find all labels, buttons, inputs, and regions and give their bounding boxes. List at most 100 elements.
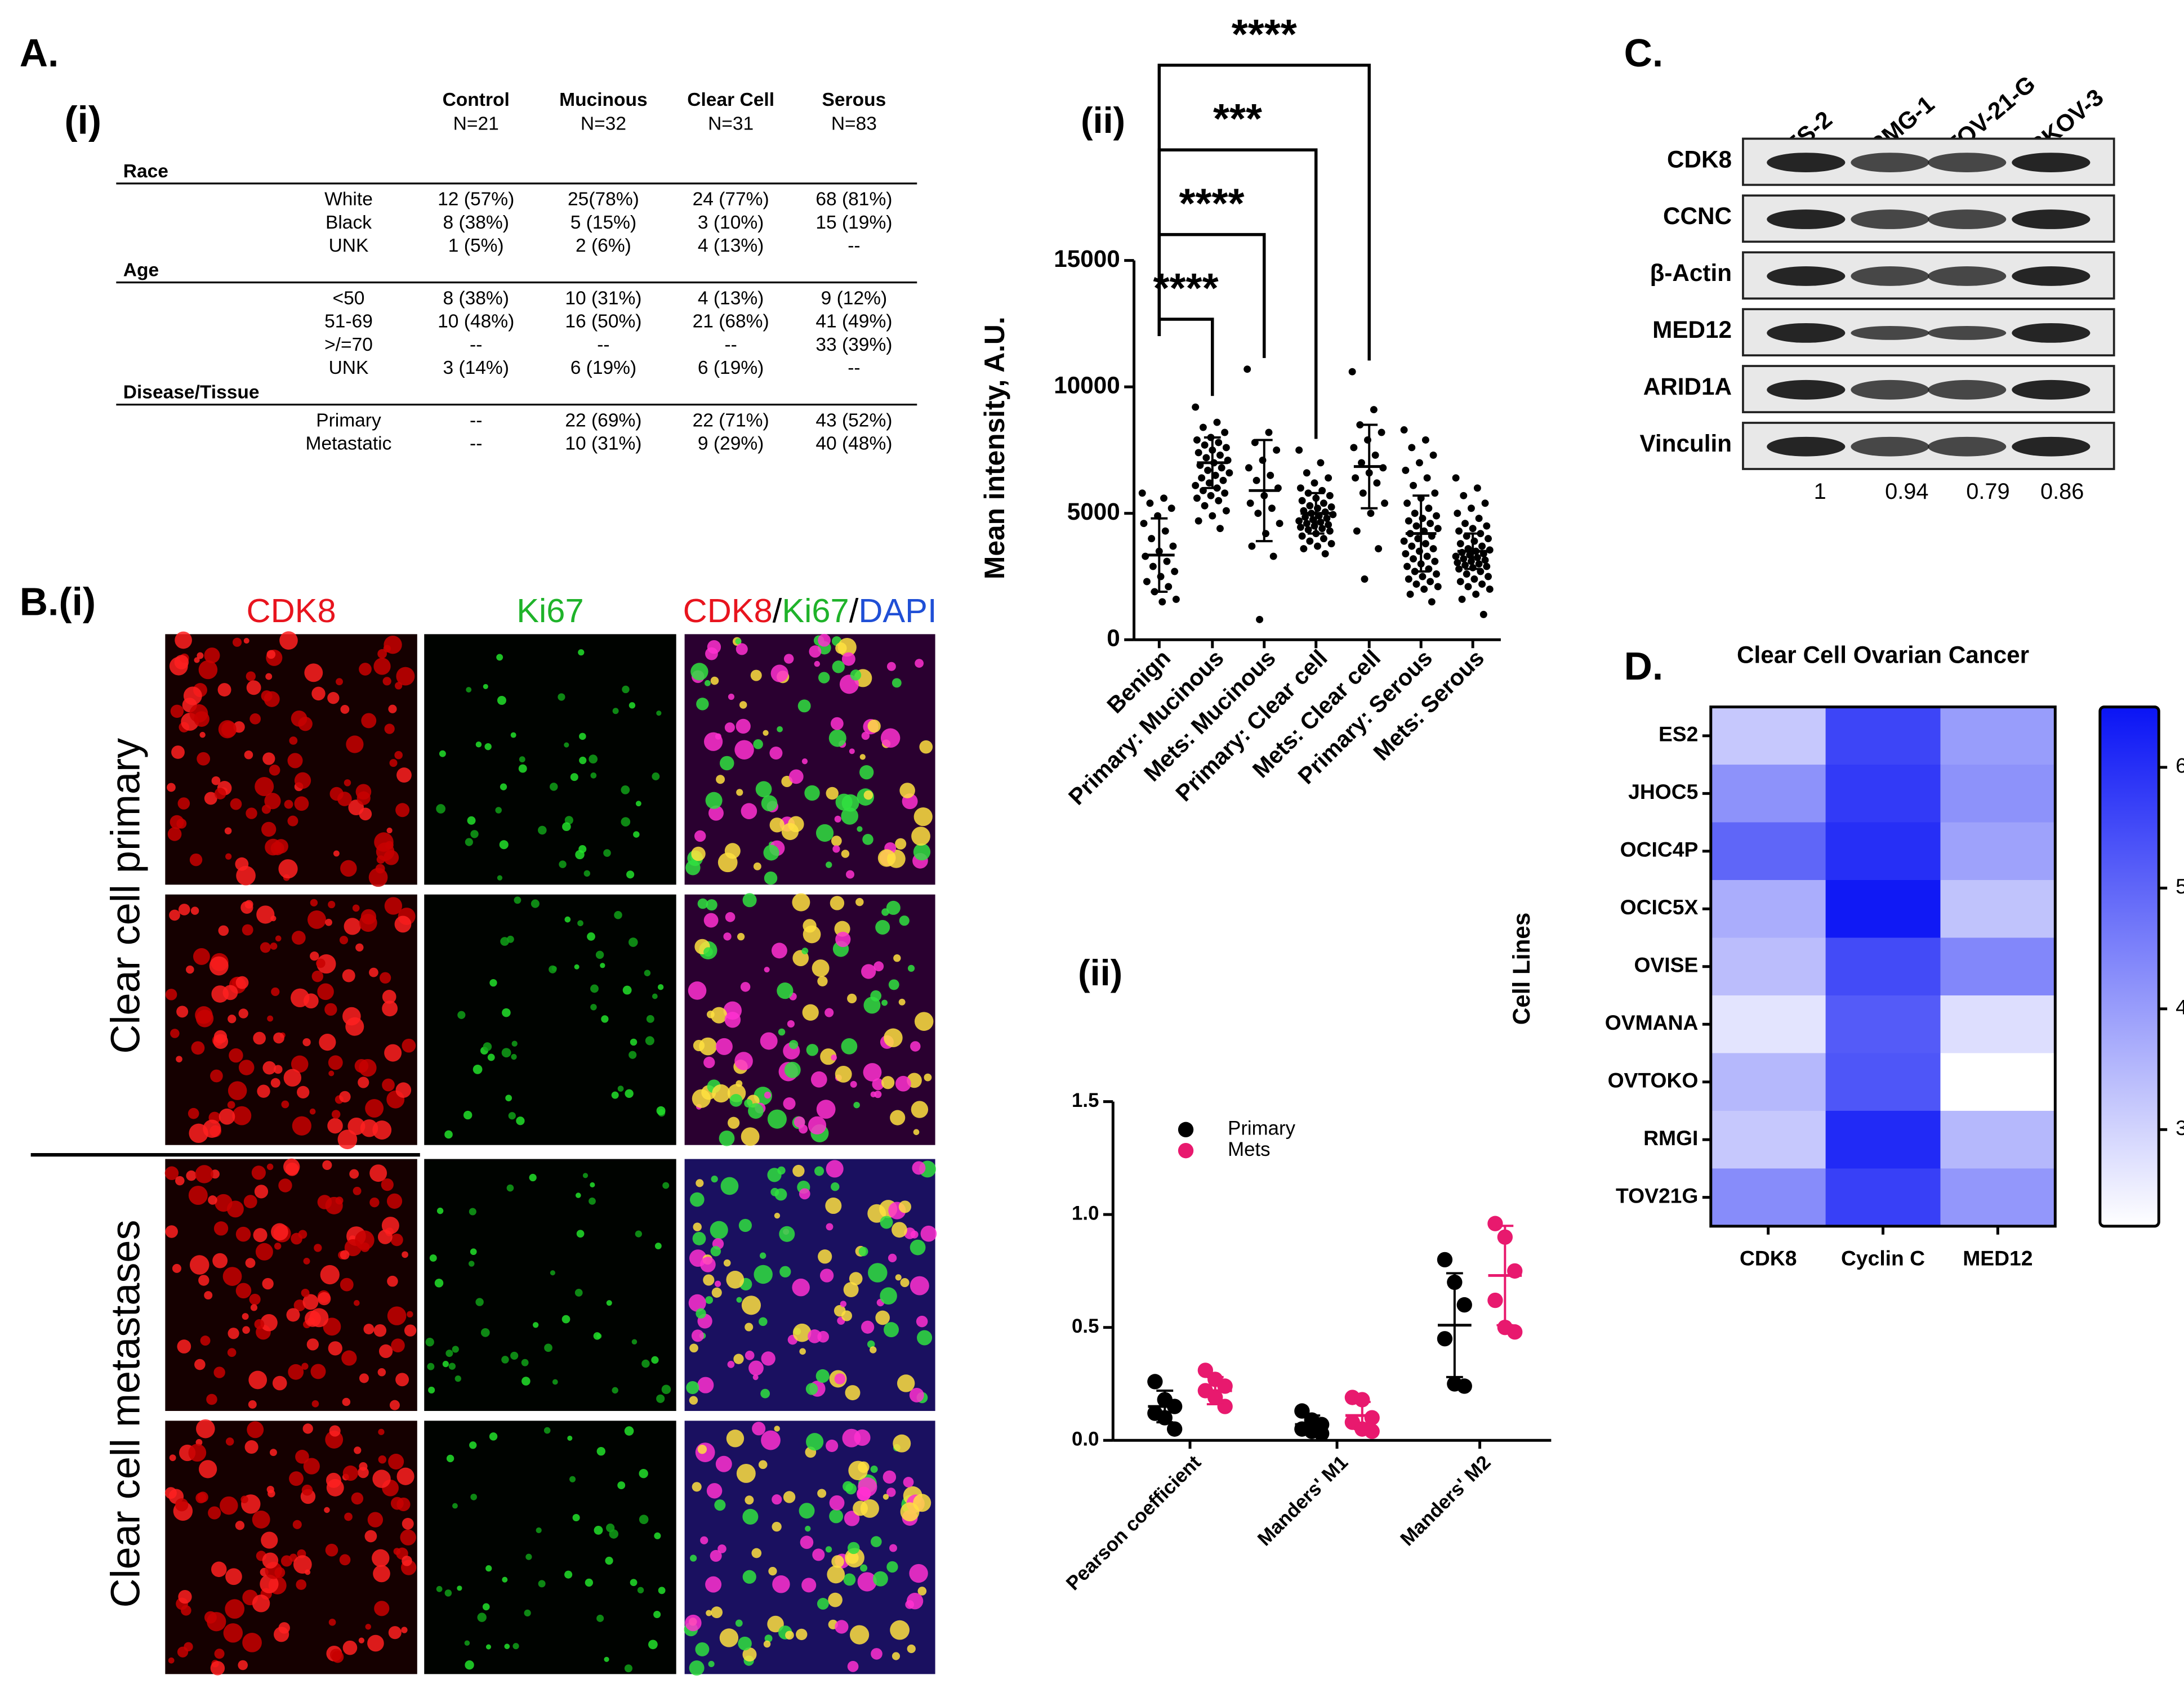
micrograph-speck bbox=[561, 1315, 570, 1324]
micrograph-speck bbox=[735, 638, 742, 645]
micrograph-speck bbox=[750, 669, 762, 681]
micrograph-speck bbox=[763, 730, 769, 736]
micrograph-speck bbox=[691, 1329, 704, 1342]
micrograph-speck bbox=[917, 1330, 933, 1346]
protein-label: ARID1A bbox=[1643, 373, 1732, 400]
cell: -- bbox=[470, 334, 482, 355]
data-point bbox=[1478, 580, 1486, 588]
micrograph-speck bbox=[651, 1356, 659, 1364]
micrograph-speck bbox=[470, 830, 479, 838]
micrograph-speck bbox=[396, 767, 412, 783]
micrograph-speck bbox=[522, 1377, 531, 1386]
micrograph-speck bbox=[690, 663, 708, 681]
micrograph-speck bbox=[727, 1361, 735, 1368]
micrograph-speck bbox=[275, 935, 282, 942]
data-point bbox=[1458, 595, 1466, 603]
micrograph-speck bbox=[654, 1243, 662, 1249]
micrograph-speck bbox=[577, 920, 583, 927]
data-point bbox=[1408, 542, 1416, 550]
row-label: TOV21G bbox=[1616, 1183, 1698, 1207]
micrograph-speck bbox=[867, 1340, 875, 1348]
data-point bbox=[1361, 575, 1369, 583]
micrograph-speck bbox=[283, 1069, 302, 1087]
micrograph-speck bbox=[696, 1308, 706, 1319]
micrograph-speck bbox=[799, 1348, 806, 1355]
micrograph-speck bbox=[562, 822, 571, 832]
micrograph-speck bbox=[832, 660, 845, 673]
micrograph-speck bbox=[621, 785, 630, 794]
data-point bbox=[1403, 499, 1411, 507]
micrograph-speck bbox=[880, 728, 901, 748]
micrograph-speck bbox=[501, 1356, 509, 1364]
micrograph-speck bbox=[477, 1612, 487, 1622]
data-point bbox=[1327, 540, 1335, 548]
micrograph-speck bbox=[232, 1106, 252, 1125]
micrograph-speck bbox=[319, 1034, 336, 1051]
protein-label: β-Actin bbox=[1650, 260, 1732, 286]
micrograph-speck bbox=[826, 861, 832, 868]
micrograph-speck bbox=[907, 964, 915, 972]
micrograph-speck bbox=[806, 1433, 824, 1451]
micrograph-speck bbox=[637, 1587, 644, 1594]
micrograph bbox=[684, 893, 935, 1146]
micrograph-speck bbox=[327, 1118, 343, 1134]
cell: 12 (57%) bbox=[438, 189, 514, 210]
micrograph-speck bbox=[781, 823, 799, 841]
micrograph-speck bbox=[736, 643, 748, 655]
panel-label: B.(i) bbox=[20, 580, 96, 624]
column-header: Serous bbox=[822, 90, 886, 110]
micrograph-speck bbox=[736, 789, 743, 796]
micrograph-speck bbox=[197, 752, 211, 766]
micrograph-speck bbox=[482, 1603, 490, 1611]
group-header: Race bbox=[123, 161, 168, 182]
micrograph-speck bbox=[719, 1628, 739, 1647]
micrograph-speck bbox=[170, 704, 184, 718]
micrograph-speck bbox=[206, 1393, 217, 1405]
micrograph-speck bbox=[242, 1326, 250, 1334]
micrograph-speck bbox=[210, 1661, 225, 1676]
micrograph-speck bbox=[711, 1175, 718, 1183]
micrograph-speck bbox=[578, 649, 585, 656]
micrograph-speck bbox=[841, 652, 855, 666]
data-point bbox=[1254, 510, 1262, 517]
micrograph-speck bbox=[724, 1012, 741, 1028]
data-point bbox=[1475, 560, 1483, 568]
micrograph-speck bbox=[377, 1368, 386, 1377]
panel-label: (i) bbox=[64, 98, 101, 142]
micrograph-speck bbox=[311, 686, 326, 701]
micrograph-speck bbox=[236, 865, 256, 886]
micrograph-speck bbox=[716, 775, 725, 784]
micrograph-speck bbox=[741, 1296, 761, 1315]
micrograph-speck bbox=[596, 1614, 604, 1622]
micrograph-speck bbox=[284, 799, 293, 809]
micrograph-speck bbox=[199, 731, 206, 738]
micrograph-speck bbox=[764, 967, 770, 973]
data-point bbox=[1267, 471, 1274, 479]
micrograph-speck bbox=[624, 1664, 632, 1673]
micrograph-speck bbox=[228, 1081, 247, 1100]
data-point bbox=[1423, 474, 1431, 482]
micrograph-speck bbox=[587, 932, 595, 941]
data-point bbox=[1303, 520, 1311, 528]
blot-band bbox=[1928, 379, 2007, 400]
cell: 6 (19%) bbox=[570, 358, 636, 378]
micrograph-speck bbox=[176, 1006, 189, 1018]
micrograph-speck bbox=[880, 1216, 893, 1229]
data-point bbox=[1165, 583, 1173, 591]
micrograph-speck bbox=[452, 1346, 459, 1353]
data-point bbox=[1243, 365, 1251, 373]
micrograph-speck bbox=[267, 1015, 274, 1022]
micrograph-speck bbox=[694, 830, 706, 842]
data-point bbox=[1295, 517, 1303, 525]
micrograph-speck bbox=[792, 1164, 805, 1177]
micrograph-speck bbox=[402, 1251, 408, 1258]
micrograph-speck bbox=[635, 1230, 642, 1238]
micrograph-speck bbox=[919, 740, 933, 754]
micrograph-speck bbox=[364, 1530, 377, 1543]
data-point bbox=[1209, 512, 1216, 520]
micrograph-speck bbox=[886, 1488, 896, 1497]
micrograph-speck bbox=[763, 845, 779, 861]
y-tick-label: 0.0 bbox=[1072, 1428, 1099, 1450]
micrograph-speck bbox=[726, 1270, 745, 1289]
